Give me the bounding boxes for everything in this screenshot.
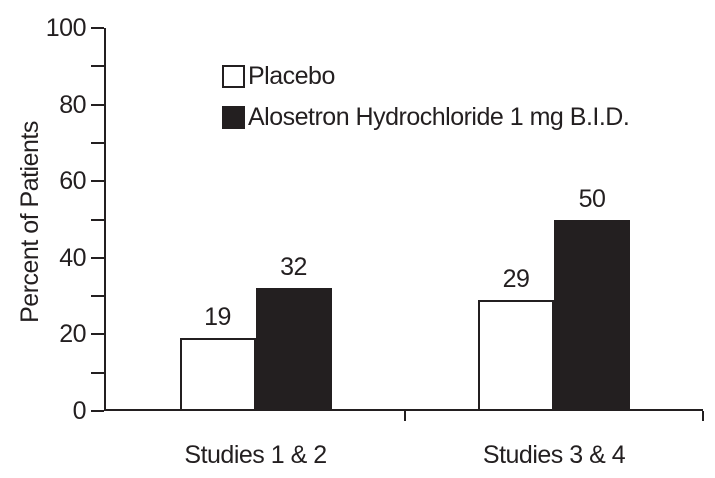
bar-alosetron-1 — [255, 288, 332, 409]
y-minor-tick — [91, 295, 104, 298]
y-minor-tick — [91, 371, 104, 374]
legend: Placebo Alosetron Hydrochloride 1 mg B.I… — [222, 61, 630, 146]
y-major-tick — [91, 333, 104, 336]
category-label-2: Studies 3 & 4 — [482, 441, 626, 469]
y-major-tick — [91, 27, 104, 29]
bar-value-label: 32 — [280, 253, 307, 282]
bar-placebo-1 — [179, 338, 256, 409]
y-tick-label: 40 — [59, 243, 86, 272]
legend-swatch-alosetron — [222, 105, 245, 129]
legend-swatch-placebo — [222, 64, 245, 88]
legend-item-alosetron: Alosetron Hydrochloride 1 mg B.I.D. — [222, 102, 630, 131]
y-axis-line — [104, 28, 106, 411]
y-minor-tick — [91, 141, 104, 144]
bar-placebo-2 — [478, 299, 554, 409]
legend-label-alosetron: Alosetron Hydrochloride 1 mg B.I.D. — [248, 102, 630, 131]
legend-label-placebo: Placebo — [248, 61, 335, 90]
bar-value-label: 19 — [204, 303, 231, 332]
y-major-tick — [91, 103, 104, 106]
x-axis-line — [104, 409, 703, 411]
x-axis-tick — [403, 411, 406, 421]
y-minor-tick — [91, 65, 104, 68]
y-tick-label: 60 — [59, 167, 86, 196]
category-label-1: Studies 1 & 2 — [184, 441, 327, 469]
y-major-tick — [91, 180, 104, 183]
y-tick-label: 0 — [72, 397, 87, 425]
y-major-tick — [91, 256, 104, 259]
y-tick-label: 20 — [59, 320, 86, 349]
y-major-tick — [91, 410, 104, 412]
x-axis-tick — [702, 411, 704, 421]
bar-value-label: 29 — [502, 264, 530, 293]
bar-alosetron-2 — [554, 219, 630, 409]
y-minor-tick — [91, 218, 104, 221]
y-tick-label: 80 — [59, 90, 86, 119]
legend-item-placebo: Placebo — [222, 61, 629, 90]
y-tick-label: 100 — [45, 14, 87, 42]
bar-value-label: 50 — [578, 184, 606, 213]
